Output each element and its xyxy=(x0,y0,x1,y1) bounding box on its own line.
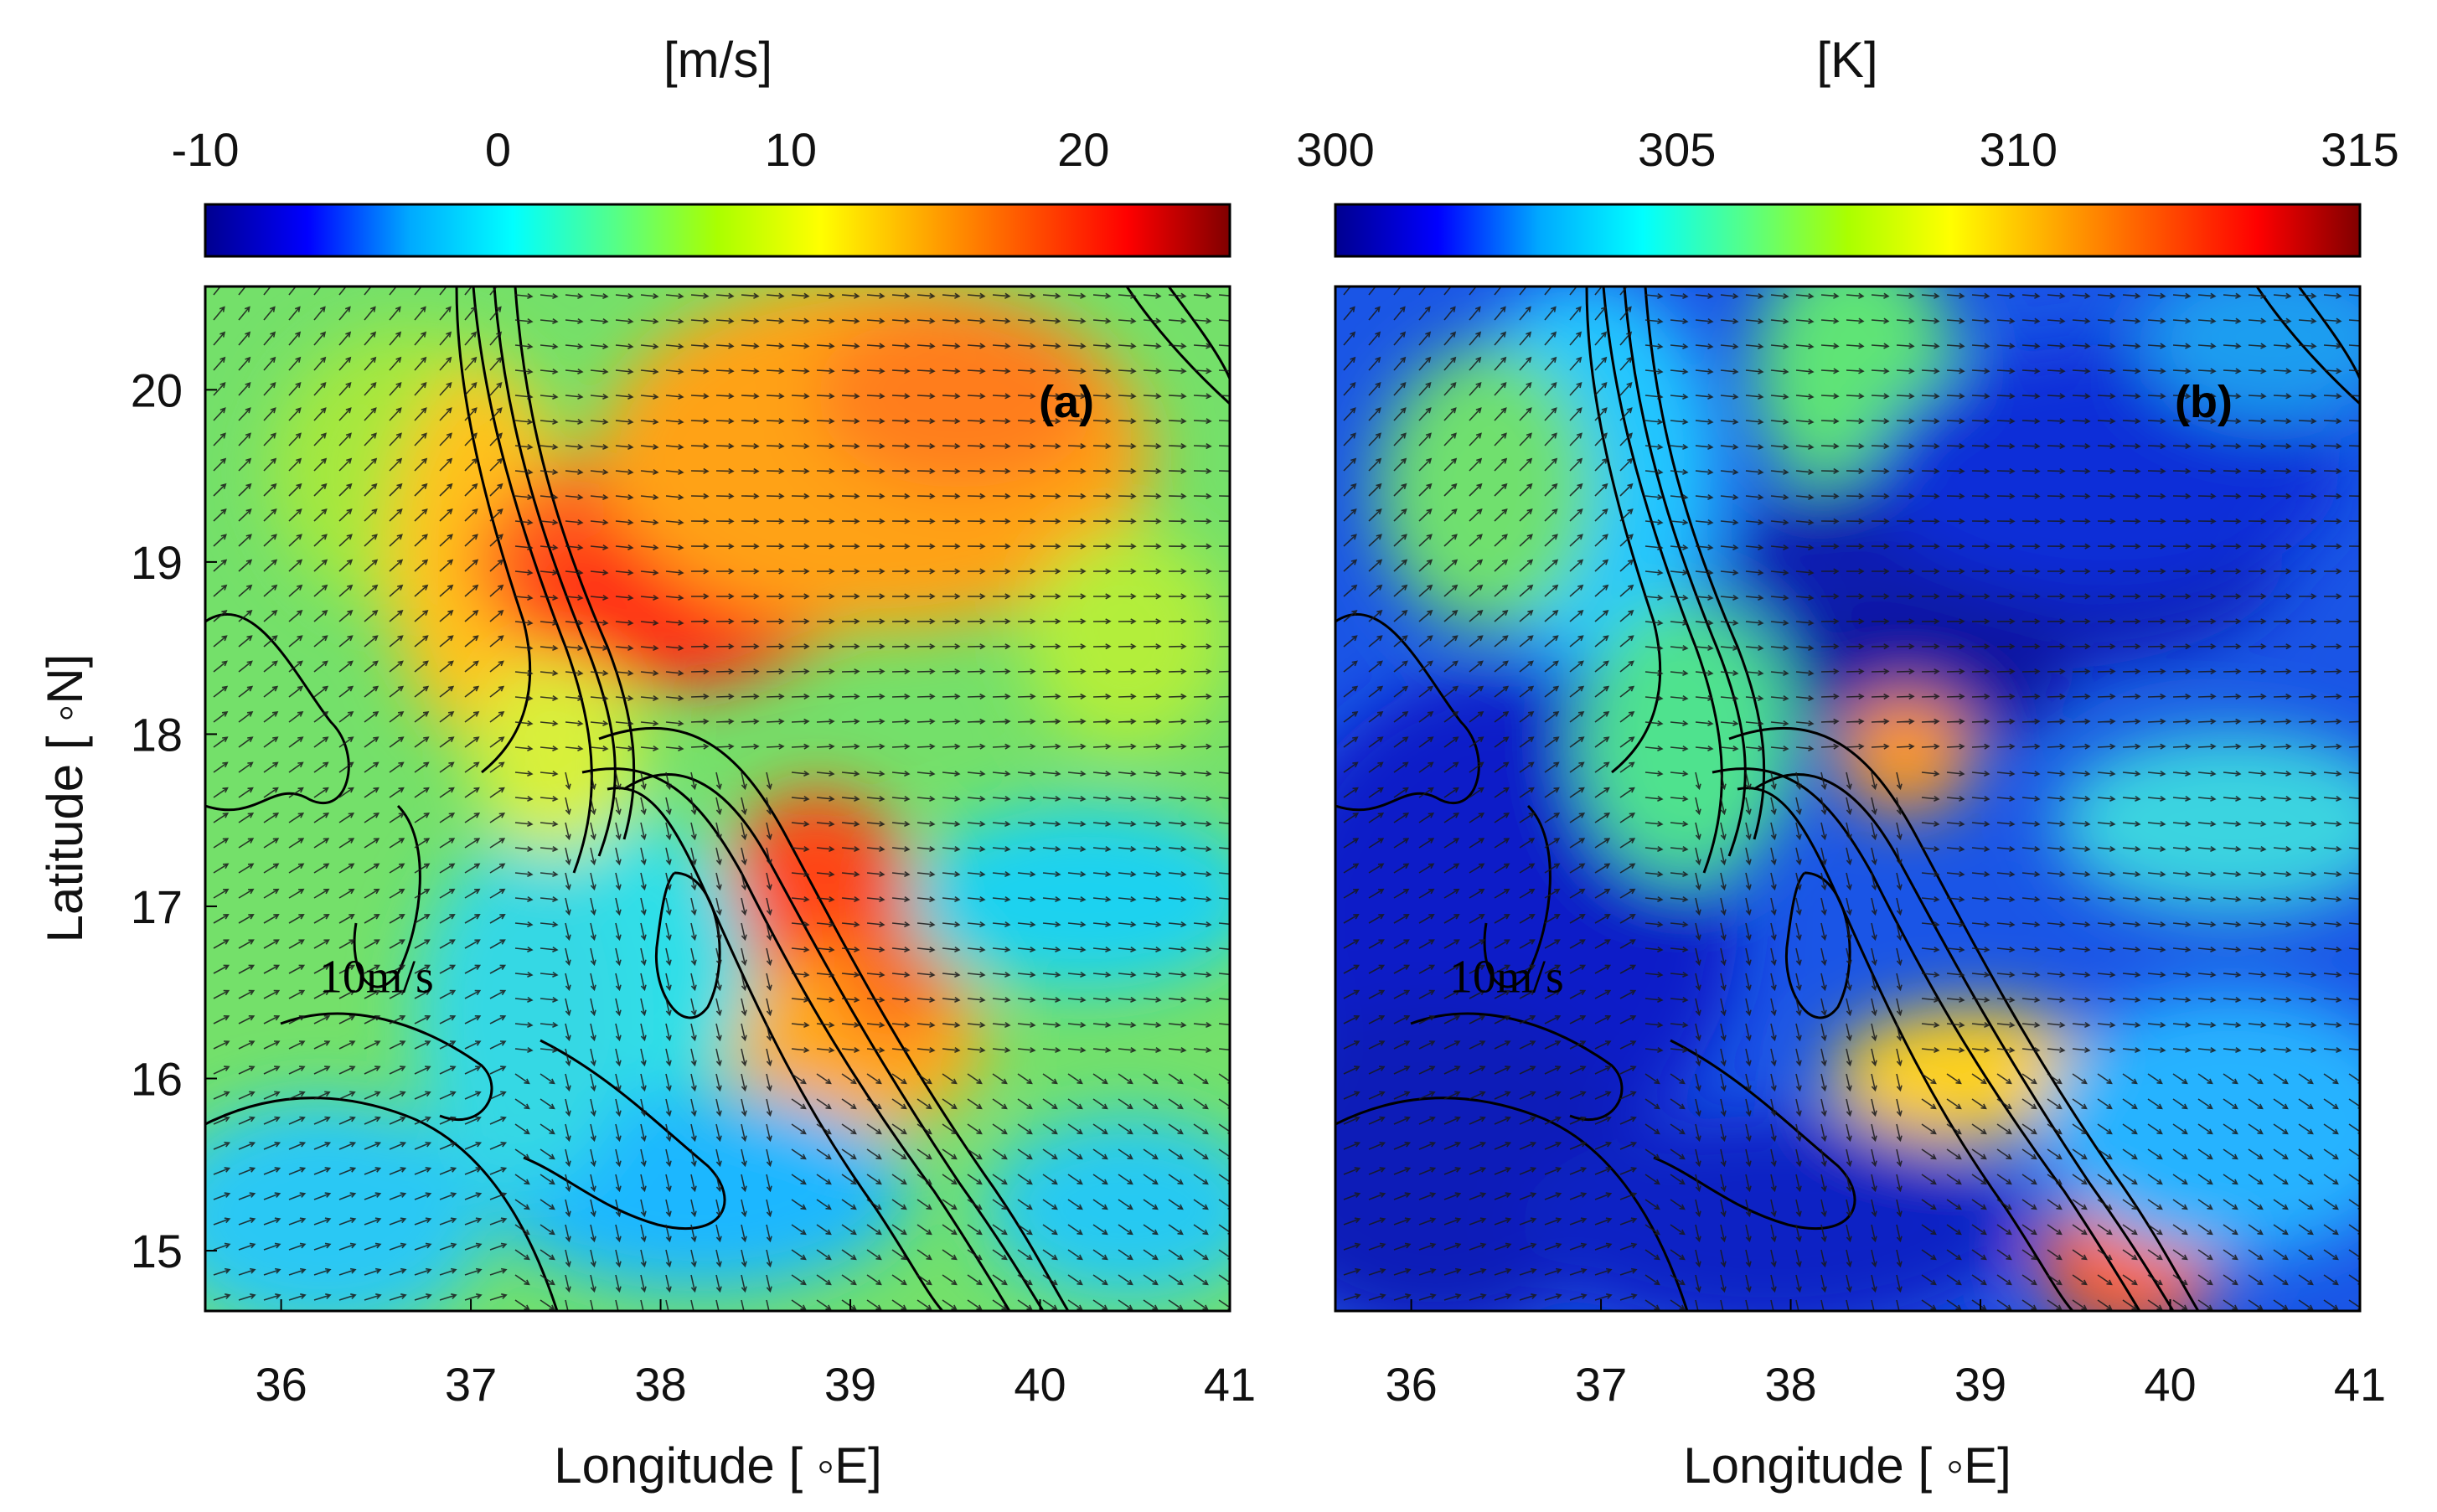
terrain-contour xyxy=(1585,286,1662,774)
x-ticks-a: 36 37 38 39 40 41 xyxy=(255,1299,1256,1411)
terrain-contour xyxy=(1335,1097,1689,1311)
colorbar-tick-label: 300 xyxy=(1296,123,1374,176)
x-ticks-b: 36 37 38 39 40 41 xyxy=(1385,1299,2386,1411)
terrain-contour xyxy=(655,871,721,1019)
x-tick-label: 37 xyxy=(1575,1358,1627,1411)
y-tick-label: 18 xyxy=(131,708,183,761)
terrain-contour xyxy=(1785,871,1851,1019)
wind-vectors-b xyxy=(1343,286,2360,1311)
terrain-contour xyxy=(1728,726,2200,1311)
colorbar-tick-label: 305 xyxy=(1638,123,1716,176)
terrain-contour xyxy=(1167,286,1230,379)
colorbar-tick-label: 20 xyxy=(1057,123,1109,176)
terrain-contour xyxy=(2255,286,2360,405)
field-feature xyxy=(1377,345,1595,630)
y-axis-title-a: Latitude [ ◦N] xyxy=(37,654,93,943)
heatmap-b: (b) 10m/s xyxy=(1334,285,2362,1313)
x-tick-label: 36 xyxy=(1385,1358,1437,1411)
terrain-contour xyxy=(1644,286,1766,840)
reference-vector-label-b: 10m/s xyxy=(1449,952,1564,1004)
x-tick-label: 38 xyxy=(634,1358,686,1411)
y-tick-label: 15 xyxy=(131,1225,183,1277)
wind-vector-field xyxy=(1343,286,2360,1311)
colorbar-a xyxy=(204,203,1231,258)
terrain-contour xyxy=(1737,787,2074,1311)
terrain-contour xyxy=(1712,767,2141,1311)
colorbar-tick-label: -10 xyxy=(172,123,240,176)
field-feature xyxy=(2056,730,2360,915)
terrain-contour xyxy=(581,767,1011,1311)
terrain-contour xyxy=(607,787,944,1311)
terrain-contour xyxy=(598,726,1070,1311)
wind-vectors-a xyxy=(213,286,1230,1311)
field-feature xyxy=(2039,990,2360,1258)
terrain-contour xyxy=(2297,286,2360,379)
y-tick-label: 16 xyxy=(131,1053,183,1106)
colorbar-tick-label: 310 xyxy=(1980,123,2058,176)
wind-vector-field xyxy=(213,286,1230,1311)
x-tick-label: 39 xyxy=(1954,1358,2006,1411)
terrain-contour xyxy=(1623,286,1747,857)
colorbar-tick-label: 10 xyxy=(765,123,817,176)
terrain-contour xyxy=(280,1012,493,1122)
field-feature xyxy=(834,940,951,1040)
colorbar-b xyxy=(1334,203,2362,258)
plot-frame-b xyxy=(1334,285,2362,1313)
terrain-contour xyxy=(1653,1039,1856,1231)
x-tick-label: 41 xyxy=(1204,1358,1256,1411)
plot-frame-a xyxy=(204,285,1231,1313)
terrain-contours-a xyxy=(205,286,1230,1311)
colorbar-tick-label: 315 xyxy=(2321,123,2398,176)
x-tick-label: 40 xyxy=(2144,1358,2196,1411)
terrain-contour xyxy=(1125,286,1230,405)
reference-vector-label-a: 10m/s xyxy=(319,952,434,1004)
terrain-contour xyxy=(514,286,636,840)
x-tick-label: 39 xyxy=(824,1358,876,1411)
field-feature xyxy=(817,303,1102,488)
field-feature xyxy=(473,655,641,856)
x-tick-label: 38 xyxy=(1764,1358,1816,1411)
terrain-contour xyxy=(1410,1012,1624,1122)
colorbar-tick-label: 0 xyxy=(485,123,511,176)
y-tick-label: 17 xyxy=(131,880,183,933)
x-tick-label: 41 xyxy=(2334,1358,2386,1411)
colorbar-b-label: [K] xyxy=(1816,32,1877,88)
terrain-contour xyxy=(493,286,617,857)
y-tick-label: 20 xyxy=(131,364,183,416)
terrain-contour xyxy=(523,1039,726,1231)
colorbar-b-ticks: 300 305 310 315 xyxy=(1296,123,2399,213)
field-feature xyxy=(1578,596,1796,881)
x-tick-label: 40 xyxy=(1014,1358,1066,1411)
panel-b: [K] 300 305 310 315 (b) 10m/s 36 37 38 39 40 41 … xyxy=(1296,32,2399,1494)
field-feature xyxy=(205,1099,490,1311)
colorbar-a-ticks: -10 0 10 20 xyxy=(172,123,1109,213)
field-feature xyxy=(1520,1116,2022,1311)
panel-label-a: (a) xyxy=(1039,377,1094,427)
terrain-contour xyxy=(205,1097,559,1311)
y-tick-label: 19 xyxy=(131,536,183,589)
y-ticks-a: 15 16 17 18 19 20 xyxy=(131,364,217,1277)
x-axis-title-a: Longitude [ ◦E] xyxy=(554,1437,882,1494)
panel-a: [m/s] -10 0 10 20 (a) 10m/s 36 37 38 39 40 41 15… xyxy=(37,32,1256,1494)
colorbar-a-label: [m/s] xyxy=(663,32,772,88)
terrain-contour xyxy=(455,286,532,774)
panel-label-b: (b) xyxy=(2175,377,2233,427)
x-tick-label: 36 xyxy=(255,1358,307,1411)
field-feature xyxy=(1838,697,1972,814)
field-feature xyxy=(415,839,632,1191)
heatmap-a: (a) 10m/s xyxy=(204,285,1231,1313)
field-feature xyxy=(1026,529,1227,747)
x-axis-title-b: Longitude [ ◦E] xyxy=(1683,1437,2011,1494)
x-tick-label: 37 xyxy=(445,1358,497,1411)
